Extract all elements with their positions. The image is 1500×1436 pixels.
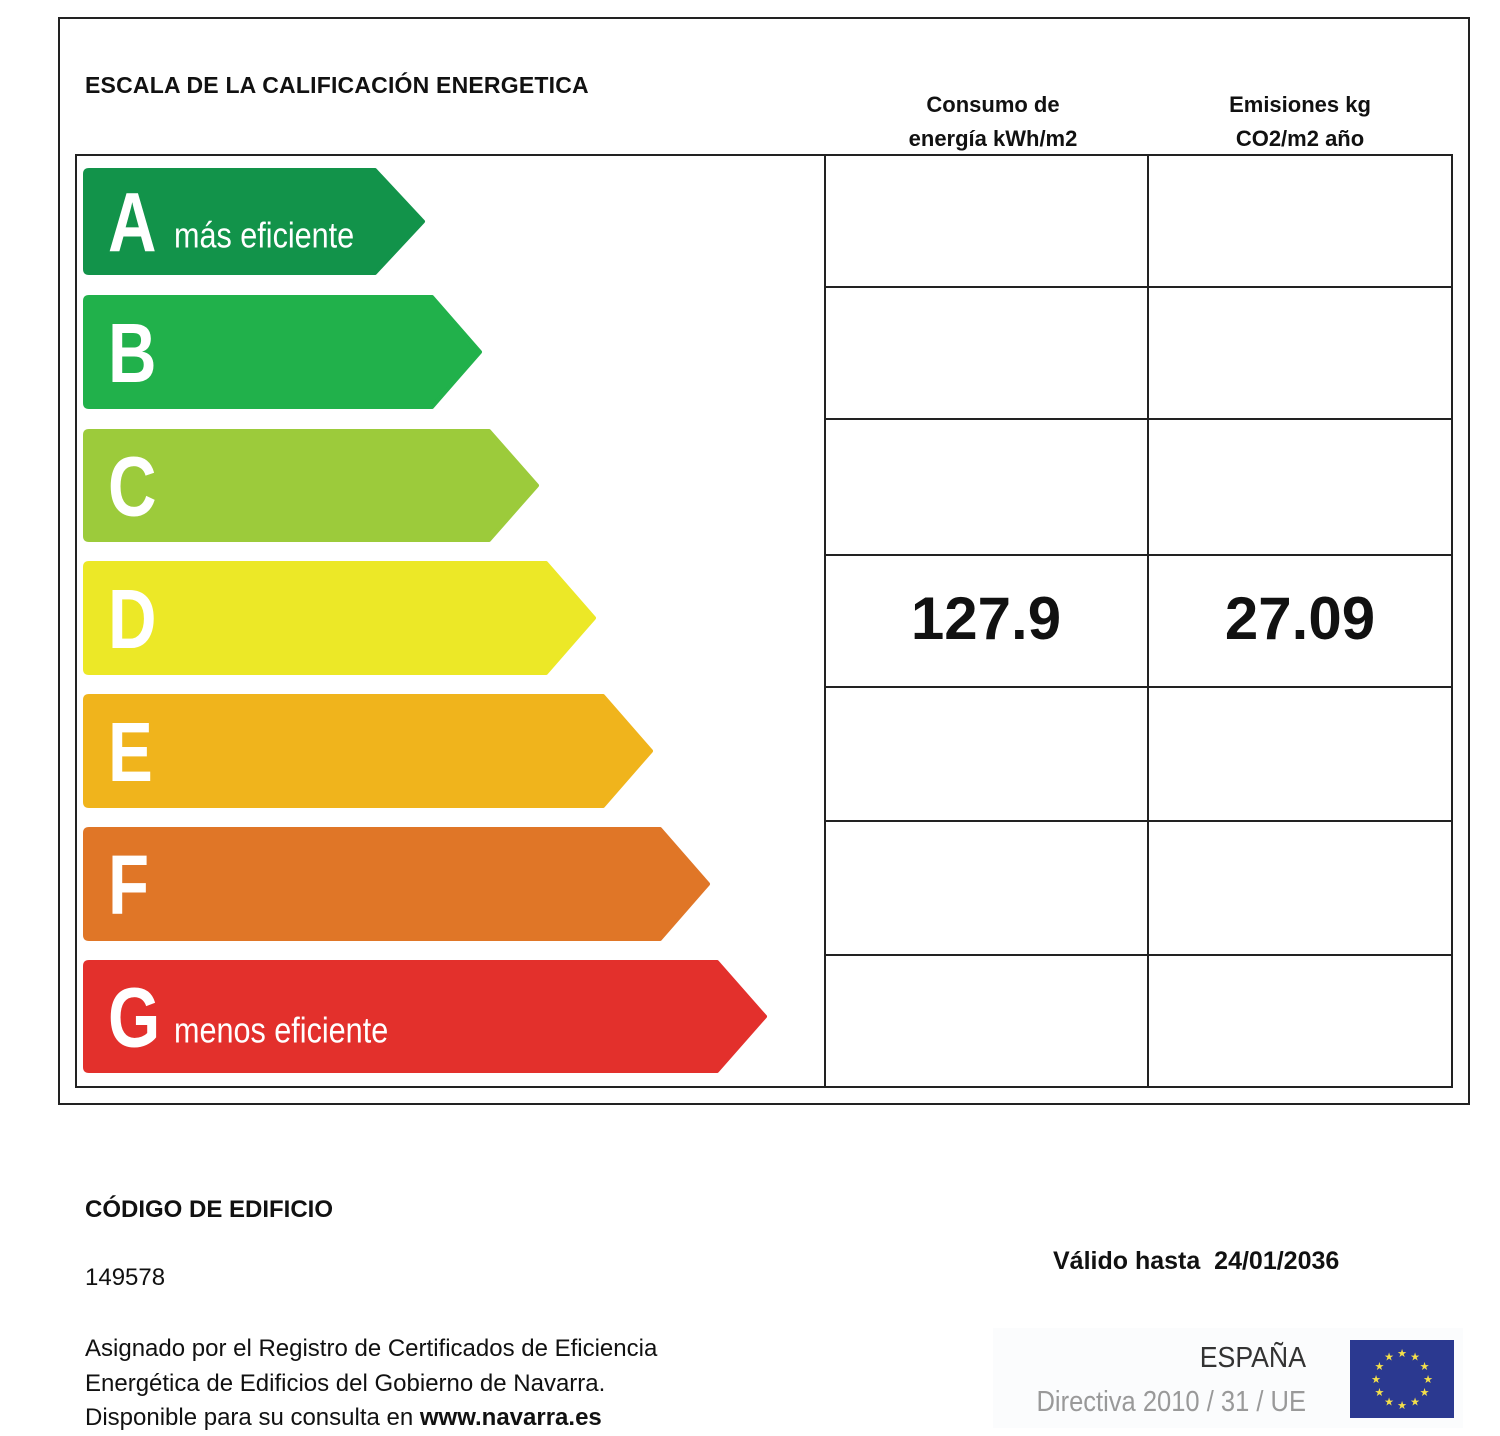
rating-letter: G — [108, 971, 160, 1065]
consumption-header: Consumo de energía kWh/m2 — [848, 88, 1138, 156]
rating-caption: más eficiente — [174, 216, 354, 256]
emissions-header: Emisiones kg CO2/m2 año — [1152, 88, 1448, 156]
certificate-frame — [58, 17, 1470, 1105]
logo-country: ESPAÑA — [1199, 1342, 1306, 1374]
star-icon: ★ — [1371, 1374, 1381, 1386]
star-icon: ★ — [1420, 1361, 1430, 1373]
consumption-header-line2: energía kWh/m2 — [908, 126, 1078, 151]
validity: Válido hasta 24/01/2036 — [1053, 1247, 1339, 1276]
arrow-shape — [83, 561, 596, 675]
star-icon: ★ — [1423, 1374, 1433, 1386]
emissions-header-line1: Emisiones kg — [1229, 92, 1371, 117]
rating-arrow-b: B — [83, 295, 482, 409]
star-icon: ★ — [1397, 1400, 1407, 1412]
divider — [825, 418, 1451, 420]
valid-until-label: Válido hasta — [1053, 1247, 1201, 1275]
divider — [825, 554, 1451, 556]
star-icon: ★ — [1375, 1361, 1385, 1373]
valid-until-date: 24/01/2036 — [1214, 1247, 1340, 1275]
divider — [825, 820, 1451, 822]
registry-line3: Disponible para su consulta en — [85, 1404, 414, 1431]
rating-letter: D — [108, 573, 157, 667]
divider — [825, 954, 1451, 956]
rating-letter: E — [108, 706, 153, 800]
rating-table — [75, 154, 1453, 1088]
star-icon: ★ — [1375, 1387, 1385, 1399]
building-code: 149578 — [85, 1264, 166, 1291]
rating-letter: A — [108, 176, 157, 270]
star-icon: ★ — [1384, 1397, 1394, 1409]
divider — [824, 154, 826, 1088]
arrow-shape — [83, 960, 767, 1073]
rating-letter: C — [108, 440, 157, 534]
arrow-shape — [83, 827, 710, 941]
emissions-header-line2: CO2/m2 año — [1235, 126, 1365, 151]
divider — [1147, 154, 1149, 1088]
consumption-value: 127.9 — [910, 585, 1062, 652]
building-code-label: CÓDIGO DE EDIFICIO — [85, 1196, 334, 1223]
scale-title: ESCALA DE LA CALIFICACIÓN ENERGETICA — [85, 72, 589, 98]
rating-letter: F — [108, 839, 149, 933]
emissions-value: 27.09 — [1224, 585, 1376, 652]
arrow-shape — [83, 295, 482, 409]
arrow-shape — [83, 429, 539, 542]
star-icon: ★ — [1410, 1351, 1420, 1363]
star-icon: ★ — [1384, 1351, 1394, 1363]
star-icon: ★ — [1397, 1348, 1407, 1360]
star-icon: ★ — [1420, 1387, 1430, 1399]
divider — [825, 686, 1451, 688]
rating-arrow-e: E — [83, 694, 653, 808]
registry-line2: Energética de Edificios del Gobierno de … — [85, 1369, 606, 1397]
arrow-shape — [83, 694, 653, 808]
star-icon: ★ — [1410, 1397, 1420, 1409]
rating-caption: menos eficiente — [174, 1011, 388, 1051]
divider — [825, 286, 1451, 288]
eu-flag-icon: ★ ★ ★ ★ ★ ★ ★ ★ ★ ★ ★ ★ — [1350, 1340, 1454, 1418]
rating-arrow-d: D — [83, 561, 596, 675]
rating-arrow-f: F — [83, 827, 710, 941]
registry-note: Asignado por el Registro de Certificados… — [85, 1332, 657, 1436]
consumption-header-line1: Consumo de — [926, 92, 1060, 117]
registry-link[interactable]: www.navarra.es — [419, 1404, 602, 1431]
arrow-shape — [83, 168, 425, 275]
registry-line1: Asignado por el Registro de Certificados… — [85, 1335, 658, 1362]
logo-directive: Directiva 2010 / 31 / UE — [1036, 1386, 1306, 1418]
rating-letter: B — [108, 307, 157, 401]
rating-arrow-c: C — [83, 429, 539, 542]
